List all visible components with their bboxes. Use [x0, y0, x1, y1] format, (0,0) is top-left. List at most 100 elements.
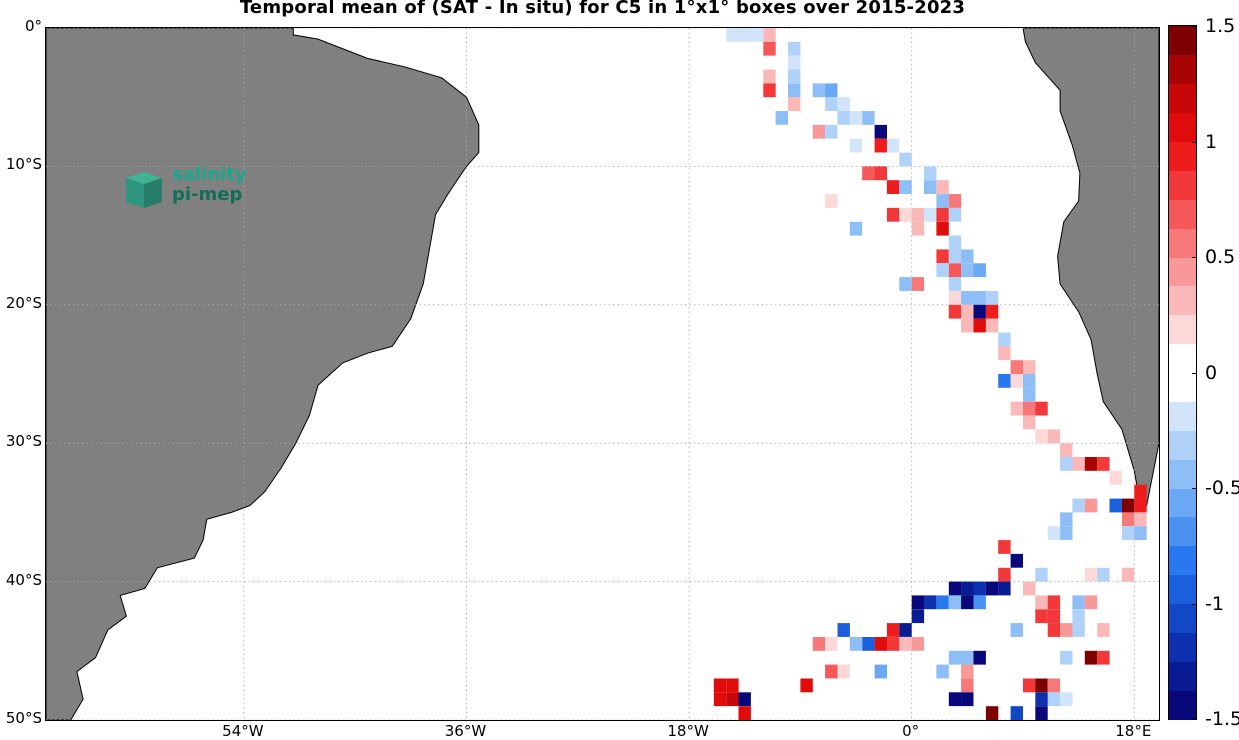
grid-cell [1047, 623, 1061, 637]
colorbar-tick-label: -1.5 [1205, 708, 1239, 730]
logo-text-pi-mep: pi-mep [172, 184, 243, 205]
grid-cell [1047, 429, 1061, 444]
grid-cell [911, 609, 925, 624]
grid-cell [973, 318, 986, 333]
grid-cell [1035, 706, 1048, 720]
grid-cell [998, 346, 1011, 361]
grid-cell [936, 249, 949, 264]
grid-cell [998, 540, 1011, 554]
grid-cell [1097, 650, 1110, 665]
grid-cell [899, 152, 912, 167]
grid-cell [763, 83, 776, 98]
grid-cell [961, 304, 974, 319]
grid-cell [738, 692, 751, 707]
land-layer [46, 28, 1159, 720]
grid-cell [1121, 567, 1135, 582]
colorbar-tick-mark [1192, 603, 1196, 605]
grid-cell [1084, 595, 1098, 610]
grid-cell [924, 595, 937, 610]
grid-cell [924, 166, 937, 181]
grid-cell [886, 207, 900, 222]
colorbar-segment [1169, 199, 1196, 229]
grid-cell [726, 28, 739, 42]
grid-cell [936, 194, 949, 208]
colorbar-segment [1169, 603, 1196, 633]
lon-tick-label: 0° [902, 722, 920, 740]
grid-cell [763, 28, 776, 42]
grid-cell [1023, 581, 1036, 596]
grid-cell [1023, 401, 1036, 416]
grid-cell [788, 55, 801, 70]
grid-cell [1121, 512, 1135, 527]
colorbar-segment [1169, 488, 1196, 518]
grid-cell [961, 664, 974, 679]
colorbar-tick-mark [1192, 488, 1196, 489]
grid-cell [788, 97, 801, 111]
grid-cell [973, 581, 986, 596]
colorbar-segment [1169, 54, 1196, 85]
grid-cell [874, 138, 887, 153]
colorbar-segment [1169, 257, 1196, 287]
lat-tick-label: 40°S [5, 570, 42, 589]
grid-cell [1134, 512, 1147, 527]
grid-cell [1047, 609, 1061, 624]
grid-cell [812, 124, 826, 139]
grid-cell [1035, 595, 1048, 610]
grid-cell [899, 637, 912, 651]
grid-cell [862, 166, 875, 181]
grid-cell [713, 678, 727, 693]
colorbar-segment [1169, 690, 1196, 720]
cell-layer [713, 28, 1147, 720]
grid-cell [1072, 609, 1085, 624]
grid-cell [726, 678, 739, 693]
grid-cell [1035, 692, 1048, 707]
grid-cell [849, 637, 863, 651]
grid-cell [837, 111, 850, 125]
colorbar-tick-mark [1192, 372, 1196, 374]
grid-cell [973, 595, 986, 610]
colorbar-tick-label: 1 [1205, 130, 1218, 153]
grid-cell [788, 69, 801, 84]
grid-cell [738, 28, 751, 42]
grid-cell [812, 637, 826, 651]
lon-tick-label: 54°W [222, 722, 264, 740]
colorbar-segment [1169, 112, 1196, 142]
grid-cell [1010, 706, 1023, 720]
grid-cell [1047, 526, 1061, 540]
colorbar-tick-label: 1.5 [1205, 15, 1236, 37]
grid-cell [1109, 498, 1122, 513]
grid-cell [1035, 401, 1048, 416]
colorbar-segment [1169, 372, 1196, 402]
lat-tick-label: 30°S [5, 432, 42, 451]
grid-cell [849, 138, 863, 153]
lon-tick-label: 36°W [444, 722, 487, 740]
grid-cell [911, 221, 925, 236]
colorbar-tick-label: -1 [1205, 592, 1224, 615]
lon-tick-label: 18°E [1115, 722, 1152, 740]
grid-cell [874, 637, 887, 651]
grid-cell [1084, 498, 1098, 513]
grid-cell [936, 180, 949, 194]
grid-cell [948, 581, 962, 596]
grid-cell [948, 194, 962, 208]
grid-cell [750, 28, 764, 42]
logo-text-salinity: salinity [172, 164, 247, 185]
grid-cell [936, 221, 949, 236]
grid-cell [738, 706, 751, 720]
grid-cell [1023, 678, 1036, 693]
grid-cell [985, 291, 999, 305]
grid-cell [837, 97, 850, 111]
grid-cell [911, 277, 925, 291]
grid-cell [1010, 623, 1023, 637]
grid-cell [899, 623, 912, 637]
grid-cell [825, 83, 838, 98]
grid-cell [998, 581, 1011, 596]
grid-cell [1035, 429, 1048, 444]
grid-cell [973, 291, 986, 305]
grid-cell [1084, 567, 1098, 582]
grid-cell [849, 221, 863, 236]
grid-cell [825, 194, 838, 208]
lon-tick-label: 18°W [667, 722, 709, 740]
grid-cell [1060, 526, 1073, 540]
grid-cell [936, 207, 949, 222]
